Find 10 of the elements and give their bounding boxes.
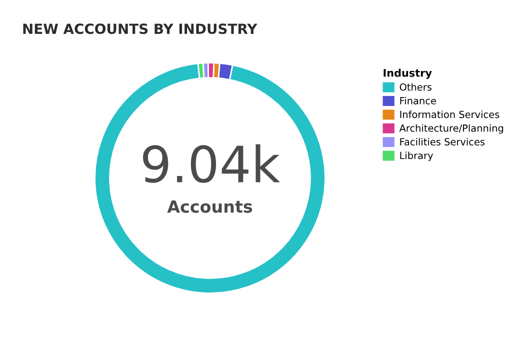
legend-label: Architecture/Planning bbox=[399, 124, 504, 134]
legend-label: Information Services bbox=[400, 110, 500, 118]
text: Accounts bbox=[167, 200, 252, 213]
text: 9.04k bbox=[143, 144, 280, 183]
legend-label: Facilities Services bbox=[400, 138, 485, 146]
legend-label: Others bbox=[400, 83, 432, 91]
legend-title: Industry bbox=[384, 68, 432, 79]
legend-label: Library bbox=[400, 152, 433, 162]
chart-title: NEW ACCOUNTS BY INDUSTRY bbox=[23, 24, 258, 34]
legend-label: Finance bbox=[400, 96, 436, 104]
